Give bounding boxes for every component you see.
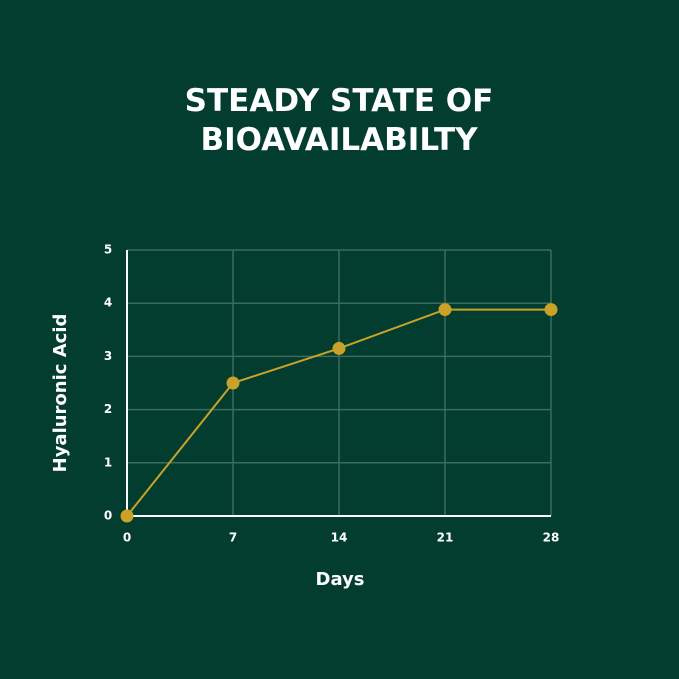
x-tick-label: 21 [437, 531, 454, 545]
y-tick-label: 3 [104, 349, 112, 363]
x-axis-label: Days [316, 569, 365, 590]
chart-title: STEADY STATE OF BIOAVAILABILTY [184, 83, 494, 158]
data-point [438, 303, 452, 317]
x-tick-label: 28 [543, 531, 560, 545]
data-point [226, 376, 240, 390]
y-tick-label: 5 [104, 243, 112, 257]
y-tick-label: 2 [104, 402, 112, 416]
y-tick-label: 4 [104, 296, 112, 310]
y-axis-label: Hyaluronic Acid [50, 314, 71, 473]
data-point [120, 509, 134, 523]
data-point [544, 303, 558, 317]
data-point [332, 341, 346, 355]
x-tick-label: 0 [123, 531, 131, 545]
y-tick-label: 0 [104, 509, 112, 523]
x-tick-label: 14 [331, 531, 348, 545]
y-tick-label: 1 [104, 455, 112, 469]
x-tick-label: 7 [229, 531, 237, 545]
